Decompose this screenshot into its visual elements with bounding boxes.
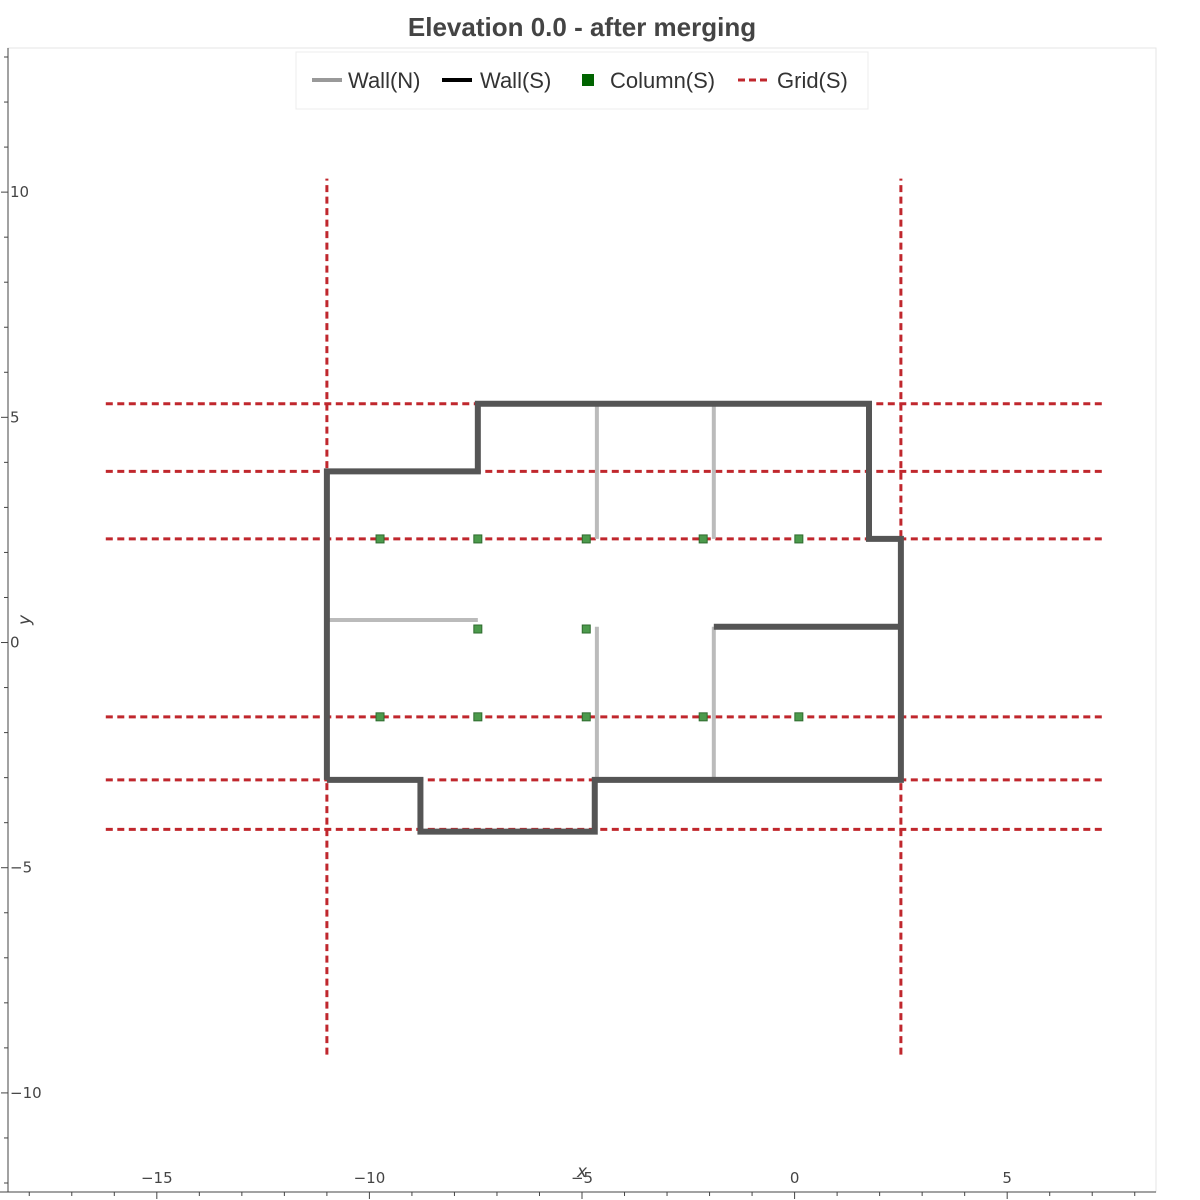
x-axis-label: x (576, 1162, 588, 1182)
wall-s-segment-0 (323, 400, 904, 835)
wall-s-lines (323, 400, 904, 835)
legend-column-label: Column(S) (610, 68, 715, 93)
y-tick-label: −10 (10, 1084, 42, 1102)
column-marker-8 (473, 712, 483, 722)
column-marker-6 (581, 624, 591, 634)
x-tick-label: 0 (790, 1169, 800, 1187)
y-tick-label: 10 (10, 183, 29, 201)
column-markers (375, 534, 804, 722)
y-tick-label: −5 (10, 859, 32, 877)
legend: Wall(N) Wall(S) Column(S) Grid(S) (295, 51, 869, 110)
column-marker-2 (581, 534, 591, 544)
column-marker-10 (698, 712, 708, 722)
y-tick-label: 5 (10, 408, 20, 426)
x-tick-label: −10 (354, 1169, 386, 1187)
legend-grid-label: Grid(S) (777, 68, 848, 93)
y-axis-label: y (15, 614, 35, 626)
wall-n-lines (326, 403, 716, 780)
column-marker-4 (794, 534, 804, 544)
legend-column-swatch (582, 74, 594, 86)
x-tick-label: −15 (141, 1169, 173, 1187)
column-marker-5 (473, 624, 483, 634)
grid-lines (105, 178, 1105, 1055)
x-tick-label: 5 (1002, 1169, 1012, 1187)
column-marker-9 (581, 712, 591, 722)
column-marker-1 (473, 534, 483, 544)
chart-title: Elevation 0.0 - after merging (408, 12, 756, 42)
legend-wall-s-label: Wall(S) (480, 68, 551, 93)
y-tick-label: 0 (10, 634, 20, 652)
x-tick-label: −5 (571, 1169, 593, 1187)
legend-wall-n-label: Wall(N) (348, 68, 421, 93)
column-marker-11 (794, 712, 804, 722)
plot-frame (7, 47, 1157, 1193)
column-marker-0 (375, 534, 385, 544)
column-marker-7 (375, 712, 385, 722)
column-marker-3 (698, 534, 708, 544)
axes: −15 −10 −5 0 5 −10 −5 0 5 10 (0, 48, 1156, 1199)
